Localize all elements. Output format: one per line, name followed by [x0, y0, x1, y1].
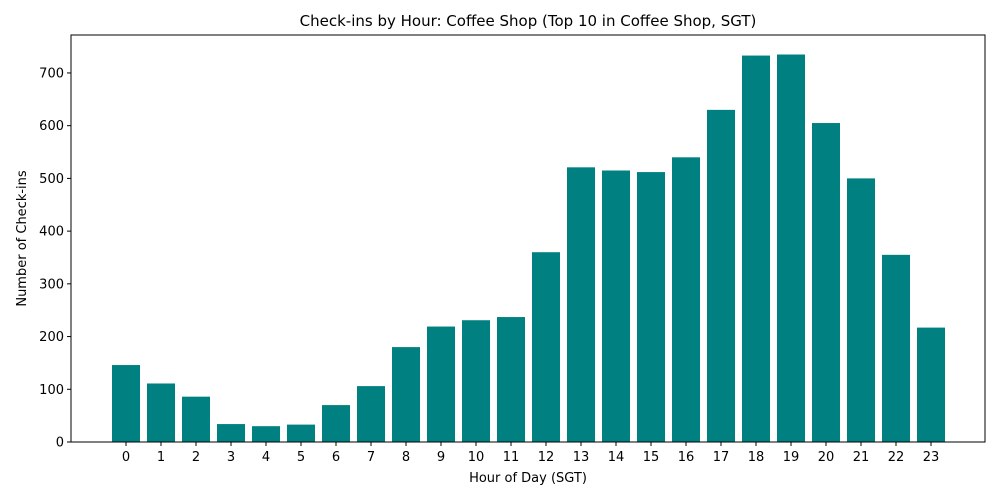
x-tick-label: 1: [157, 450, 165, 465]
x-tick-label: 7: [367, 450, 375, 465]
bar-hour-19: [777, 54, 805, 443]
x-tick-label: 13: [573, 450, 590, 465]
y-axis-title: Number of Check-ins: [15, 170, 30, 307]
bar-hour-7: [357, 386, 385, 442]
plot-frame: [70, 34, 986, 443]
x-tick-label: 2: [192, 450, 200, 465]
y-tick-label: 100: [39, 383, 64, 398]
x-tick-label: 9: [437, 450, 445, 465]
x-tick-label: 17: [713, 450, 730, 465]
bar-hour-22: [882, 254, 910, 442]
bar-hour-15: [637, 172, 665, 442]
bar-hour-20: [812, 123, 840, 442]
x-tick-label: 12: [538, 450, 555, 465]
x-tick-label: 19: [783, 450, 800, 465]
y-tick-label: 700: [39, 66, 64, 81]
x-tick-label: 0: [122, 450, 130, 465]
bar-hour-16: [672, 157, 700, 442]
bars-group: [112, 54, 945, 443]
x-tick-label: 3: [227, 450, 235, 465]
x-tick-label: 22: [888, 450, 905, 465]
bar-hour-23: [917, 327, 945, 442]
x-tick-label: 5: [297, 450, 305, 465]
y-tick-label: 500: [39, 172, 64, 187]
bar-hour-5: [287, 424, 315, 442]
x-tick-label: 4: [262, 450, 270, 465]
bar-hour-8: [392, 347, 420, 442]
bar-hour-10: [462, 320, 490, 442]
x-tick-label: 14: [608, 450, 625, 465]
y-tick-label: 300: [39, 277, 64, 292]
bar-hour-13: [567, 167, 595, 443]
bar-hour-2: [182, 396, 210, 442]
x-axis-title: Hour of Day (SGT): [469, 471, 587, 486]
bar-hour-18: [742, 55, 770, 442]
bar-hour-9: [427, 326, 455, 442]
bar-hour-11: [497, 317, 525, 442]
y-axis-ticks: 0 100 200 300 400 500 600 700: [39, 66, 71, 451]
bar-hour-14: [602, 170, 630, 442]
bar-hour-17: [707, 109, 735, 442]
chart-title: Check-ins by Hour: Coffee Shop (Top 10 i…: [300, 12, 757, 30]
x-axis-ticks: 0 1 2 3 4 5 6 7 8 9 10 11 12 13 14 15 16 17 18 19 20 21 22 23: [122, 442, 939, 465]
y-tick-label: 400: [39, 225, 64, 240]
y-tick-label: 200: [39, 330, 64, 345]
y-tick-label: 600: [39, 119, 64, 134]
bar-hour-6: [322, 405, 350, 442]
x-tick-label: 8: [402, 450, 410, 465]
x-tick-label: 16: [678, 450, 695, 465]
bar-hour-3: [217, 424, 245, 442]
x-tick-label: 6: [332, 450, 340, 465]
bar-hour-4: [252, 426, 280, 442]
x-tick-label: 21: [853, 450, 870, 465]
x-tick-label: 10: [468, 450, 485, 465]
y-tick-label: 0: [56, 436, 64, 451]
bar-hour-12: [532, 252, 560, 442]
bar-hour-0: [112, 365, 140, 442]
x-tick-label: 23: [923, 450, 940, 465]
x-tick-label: 20: [818, 450, 835, 465]
bar-hour-21: [847, 178, 875, 442]
x-tick-label: 18: [748, 450, 765, 465]
x-tick-label: 11: [503, 450, 520, 465]
bar-hour-1: [147, 383, 175, 442]
x-tick-label: 15: [643, 450, 660, 465]
